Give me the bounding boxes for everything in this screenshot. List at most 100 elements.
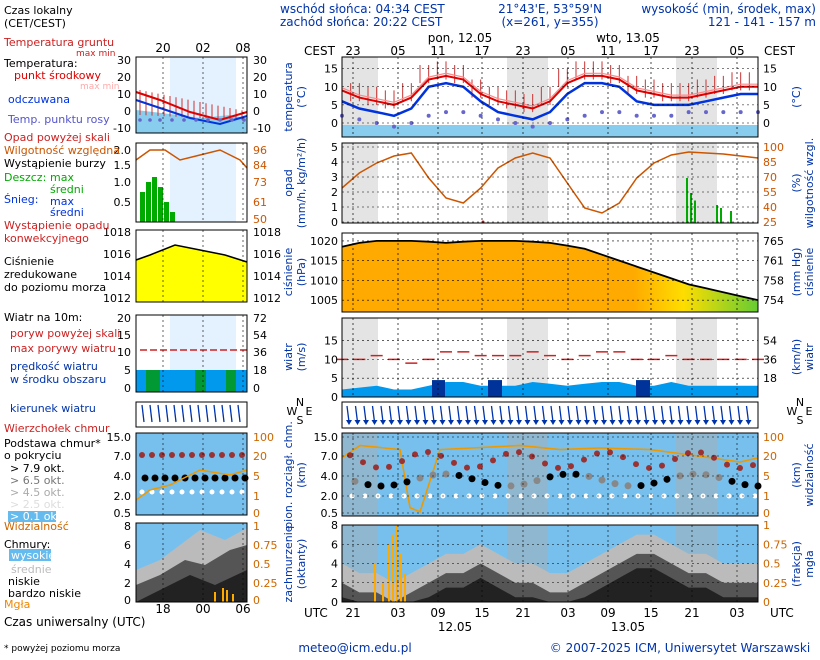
wind-arrow — [490, 405, 495, 423]
bottom-time-label: 21 — [515, 606, 530, 620]
y-tick-right: 20 — [763, 450, 777, 463]
label-line: ciśnienie — [282, 248, 295, 297]
wind-arrowhead — [652, 420, 658, 425]
legend-tick-left: 20 — [117, 312, 131, 325]
legend-dew-dot — [138, 118, 142, 122]
legend-tick-left: -10 — [113, 122, 131, 135]
y-tick-left: 6 — [331, 538, 338, 551]
legend-rain-bar — [146, 182, 151, 222]
legend-storm: Wystąpienie burzy — [4, 157, 106, 170]
compass-letter: S — [297, 414, 304, 427]
label-line: (km) — [295, 462, 308, 488]
wind-arrowhead — [728, 420, 735, 425]
wind-arrowhead — [388, 420, 395, 425]
wind-arrowhead — [737, 420, 743, 425]
legend-wind-speed-2: w środku obszaru — [10, 373, 106, 386]
wind-arrowhead — [507, 420, 514, 425]
bottom-time-label: 15 — [643, 606, 658, 620]
dew-point-dot — [426, 113, 431, 118]
wind-arrowhead — [533, 420, 539, 425]
legend-frame — [135, 522, 248, 603]
legend-very-low-area — [136, 570, 247, 602]
legend-light-dot — [199, 489, 205, 495]
cloud-top-dot — [581, 456, 587, 463]
legend-dew: Temp. punktu rosy — [7, 113, 110, 126]
cloud-base-dot — [572, 470, 580, 478]
wind-arrowhead — [380, 420, 386, 425]
cloud-base-dot — [689, 470, 697, 478]
wind-arrow — [720, 405, 724, 423]
legend-wind-title: Wiatr na 10m: — [4, 311, 82, 324]
legend-rain-bar — [152, 177, 157, 222]
y-tick-right: 36 — [763, 353, 777, 366]
temperature-rlabel: (°C) — [790, 86, 803, 108]
dew-point-dot — [634, 113, 639, 118]
wind-arrow — [592, 405, 597, 423]
wind-arrowhead — [660, 420, 667, 425]
cloud-base-dot-light — [713, 493, 719, 499]
wind-arrow — [609, 405, 614, 423]
cloud-top-dot — [347, 452, 353, 459]
cloud-base-dot — [559, 470, 567, 478]
wind-arrow — [575, 405, 580, 423]
wind-arrowhead — [618, 420, 624, 425]
wind-arrow — [626, 405, 631, 423]
cloud-top-dot — [373, 464, 379, 471]
legend-dir-arrow — [189, 404, 193, 423]
legend-tick-left: 10 — [117, 346, 131, 359]
footer-email[interactable]: meteo@icm.edu.pl — [298, 641, 411, 655]
wind-arrowhead — [550, 420, 556, 425]
wind-arrowhead — [465, 420, 471, 425]
y-tick-right: 70 — [763, 171, 777, 184]
dew-point-dot — [530, 124, 535, 129]
wind-arrowhead — [575, 420, 582, 425]
cloud-top-dot — [685, 450, 691, 457]
compass-letter: E — [806, 405, 813, 418]
cloud-top-dot — [568, 463, 574, 470]
legend-temp-panel: 30 20 10 0 -10 30 20 10 0 -10 — [113, 54, 271, 135]
legend-top-dot — [189, 452, 195, 458]
date-label-2: wto, 13.05 — [596, 31, 660, 45]
wind-arrow — [711, 405, 716, 423]
label-line: temperatura — [282, 62, 295, 131]
y-tick-left: 1020 — [310, 235, 338, 248]
wind-arrowhead — [363, 420, 369, 425]
cloud-top-dot — [737, 464, 743, 471]
legend-light-dot — [229, 489, 235, 495]
legend-light-dot — [219, 489, 225, 495]
legend-tick-right: 84 — [253, 159, 267, 172]
legend-tick-right: 0.75 — [253, 539, 278, 552]
cloud-base-dot — [364, 481, 372, 489]
legend-cloud-base-1: Podstawa chmur* — [4, 437, 101, 450]
legend-fog-bar — [232, 594, 234, 602]
wind-arrowhead — [473, 420, 480, 425]
cloud-top-dot — [464, 464, 470, 471]
legend-cloud-top: Wierzchołek chmur — [4, 422, 110, 435]
legend-snow-mean: średni — [50, 206, 84, 219]
fog-bar — [404, 573, 406, 602]
legend-tick-left: 7.0 — [114, 450, 132, 463]
y-tick-left: 0.5 — [321, 507, 339, 520]
y-tick-right: 25 — [763, 216, 777, 229]
legend-base-dot — [221, 474, 229, 482]
legend-tick-left: 2.0 — [114, 490, 132, 503]
cloud-base-dot — [403, 478, 411, 486]
legend-tick-left: 0.5 — [114, 507, 132, 520]
legend-tick-right: 54 — [253, 329, 267, 342]
legend-tick-left: 15.0 — [107, 431, 132, 444]
cloud-top-dot — [594, 450, 600, 457]
wind-arrow — [397, 405, 401, 423]
top-time-label: 05 — [729, 44, 744, 58]
legend-time-top-0: 20 — [155, 41, 170, 55]
legend-tick-left: 0 — [124, 594, 131, 607]
y-tick-right: 1 — [763, 490, 770, 503]
cloud-top-dot — [750, 462, 756, 469]
legend-cover-panel: 8 6 4 2 0 1 0.75 0.5 0.25 0 — [124, 520, 278, 607]
cloud-top-dot — [529, 453, 535, 460]
y-tick-left: 1 — [331, 201, 338, 214]
cloud-top-dot — [503, 450, 509, 457]
label-line: (°C) — [295, 86, 308, 108]
cloud-base-dot — [741, 481, 749, 489]
panel-frame — [341, 56, 759, 138]
